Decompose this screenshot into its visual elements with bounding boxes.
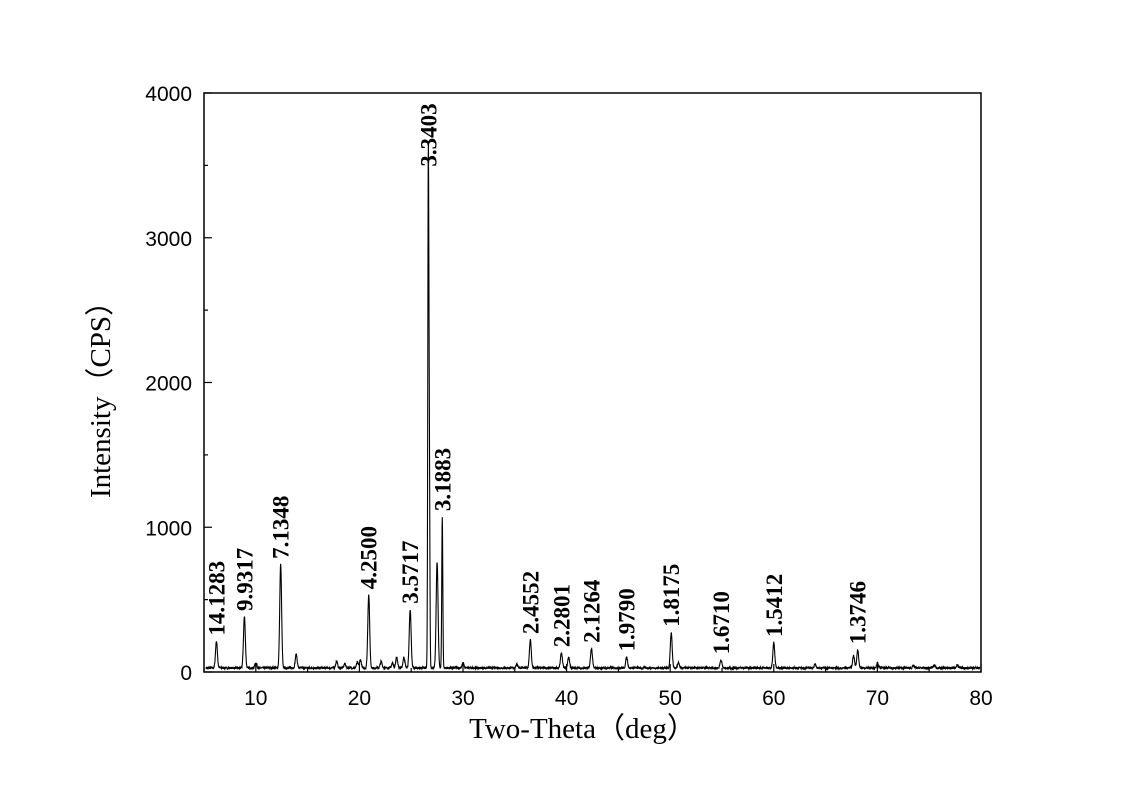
peak-label: 2.2801 <box>549 584 574 647</box>
xrd-trace <box>205 141 981 672</box>
peak-labels: 14.1283 9.9317 7.1348 4.2500 3.5717 3.3403 3.1… <box>204 103 870 654</box>
peak-label: 1.3746 <box>846 581 871 644</box>
y-tick-label: 2000 <box>145 373 192 396</box>
x-tick-label: 30 <box>451 687 474 710</box>
x-tick-label: 80 <box>969 687 992 710</box>
x-tick-label: 10 <box>244 687 267 710</box>
axis-ticks: 10 20 30 40 50 60 70 80 0 1000 2000 3000 4000 <box>145 83 992 710</box>
peak-label: 1.9790 <box>615 588 640 651</box>
peak-label: 9.9317 <box>232 548 257 611</box>
y-tick-label: 3000 <box>145 228 192 251</box>
peak-label: 14.1283 <box>204 561 229 636</box>
peak-label: 1.6710 <box>709 591 734 654</box>
y-tick-label: 1000 <box>145 517 192 540</box>
peak-label: 2.4552 <box>518 571 543 634</box>
peak-label: 3.1883 <box>430 448 455 511</box>
y-tick-label: 0 <box>180 662 192 685</box>
peak-label: 1.5412 <box>762 574 787 637</box>
peak-label: 1.8175 <box>659 564 684 627</box>
x-axis-title: Two-Theta（deg） <box>469 713 696 745</box>
peak-label: 3.5717 <box>398 541 423 604</box>
x-tick-label: 40 <box>555 687 578 710</box>
x-tick-label: 60 <box>762 687 785 710</box>
y-axis-title: Intensity（CPS） <box>85 287 117 498</box>
peak-label: 2.1264 <box>579 579 604 643</box>
x-tick-label: 50 <box>659 687 682 710</box>
y-tick-label: 4000 <box>145 83 192 106</box>
x-tick-label: 70 <box>866 687 889 710</box>
peak-label: 4.2500 <box>357 526 382 589</box>
trace-layer <box>205 141 981 672</box>
peak-label: 7.1348 <box>269 496 294 559</box>
x-tick-label: 20 <box>348 687 371 710</box>
peak-label: 3.3403 <box>416 103 441 166</box>
